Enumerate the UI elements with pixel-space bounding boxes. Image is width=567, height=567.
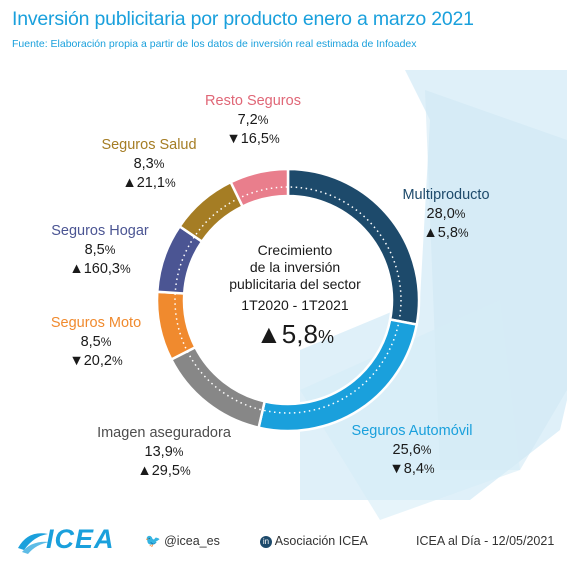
donut-slice-imagen-aseguradora xyxy=(169,345,267,430)
label-imagen-aseguradora: Imagen aseguradora 13,9% ▲29,5% xyxy=(84,424,244,481)
label-seguros-salud: Seguros Salud 8,3% ▲21,1% xyxy=(69,136,229,193)
label-name-seguros-moto: Seguros Moto xyxy=(50,315,142,331)
label-share-seguros-automovil: 25,6% xyxy=(392,442,432,458)
label-share-multiproducto: 28,0% xyxy=(426,206,466,222)
donut-slice-resto-seguros xyxy=(229,167,290,209)
linkedin-icon: in xyxy=(260,535,272,548)
label-share-seguros-hogar: 8,5% xyxy=(84,242,116,258)
icea-logo-text: ICEA xyxy=(46,524,115,554)
footer-date: ICEA al Día - 12/05/2021 xyxy=(416,534,555,548)
center-growth-unit: % xyxy=(317,327,334,347)
label-seguros-moto: Seguros Moto 8,5% ▼20,2% xyxy=(16,314,176,371)
twitter-icon: 🐦 xyxy=(145,534,161,548)
label-change-seguros-hogar: ▲160,3% xyxy=(69,261,131,277)
label-name-seguros-salud: Seguros Salud xyxy=(101,137,197,153)
label-change-imagen-aseguradora: ▲29,5% xyxy=(137,463,191,479)
linkedin-link[interactable]: in Asociación ICEA xyxy=(260,534,368,548)
label-name-imagen-aseguradora: Imagen aseguradora xyxy=(97,425,231,441)
label-share-imagen-aseguradora: 13,9% xyxy=(144,444,184,460)
center-line-2: de la inversión xyxy=(249,259,341,275)
twitter-handle[interactable]: 🐦 @icea_es xyxy=(145,534,220,549)
center-summary: Crecimiento de la inversión publicitaria… xyxy=(210,242,380,354)
label-name-seguros-automovil: Seguros Automóvil xyxy=(351,423,473,439)
twitter-handle-text: @icea_es xyxy=(164,534,220,548)
label-share-seguros-moto: 8,5% xyxy=(80,334,112,350)
label-change-resto-seguros: ▼16,5% xyxy=(226,131,280,147)
label-change-seguros-salud: ▲21,1% xyxy=(122,175,176,191)
chart-subtitle: Fuente: Elaboración propia a partir de l… xyxy=(12,38,417,50)
chart-title: Inversión publicitaria por producto ener… xyxy=(12,8,474,30)
label-change-seguros-automovil: ▼8,4% xyxy=(389,461,435,477)
center-growth-value: ▲5,8% xyxy=(210,317,380,354)
center-line-3: publicitaria del sector xyxy=(229,276,361,292)
center-growth-number: ▲5,8 xyxy=(256,319,318,349)
label-change-seguros-moto: ▼20,2% xyxy=(69,353,123,369)
icea-logo-icon xyxy=(18,533,50,554)
label-share-resto-seguros: 7,2% xyxy=(237,112,269,128)
label-multiproducto: Multiproducto 28,0% ▲5,8% xyxy=(366,186,526,243)
label-change-multiproducto: ▲5,8% xyxy=(423,225,469,241)
label-name-resto-seguros: Resto Seguros xyxy=(205,93,301,109)
label-seguros-hogar: Seguros Hogar 8,5% ▲160,3% xyxy=(20,222,180,279)
label-seguros-automovil: Seguros Automóvil 25,6% ▼8,4% xyxy=(332,422,492,479)
center-period: 1T2020 - 1T2021 xyxy=(241,297,349,313)
label-name-multiproducto: Multiproducto xyxy=(402,187,490,203)
label-share-seguros-salud: 8,3% xyxy=(133,156,165,172)
label-resto-seguros: Resto Seguros 7,2% ▼16,5% xyxy=(173,92,333,149)
label-name-seguros-hogar: Seguros Hogar xyxy=(51,223,149,239)
linkedin-text: Asociación ICEA xyxy=(274,534,368,548)
inner-dotted-ring xyxy=(174,186,402,414)
center-line-1: Crecimiento xyxy=(257,242,333,258)
